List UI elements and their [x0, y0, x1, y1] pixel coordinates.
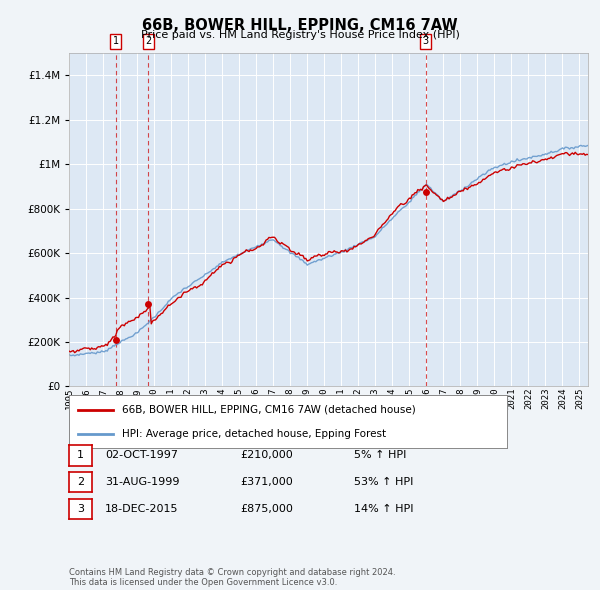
Text: 66B, BOWER HILL, EPPING, CM16 7AW: 66B, BOWER HILL, EPPING, CM16 7AW	[142, 18, 458, 32]
Text: 1: 1	[77, 451, 84, 460]
Point	[421, 187, 430, 196]
Point	[143, 299, 153, 309]
Text: 18-DEC-2015: 18-DEC-2015	[105, 504, 179, 513]
Text: 2: 2	[77, 477, 84, 487]
Text: This data is licensed under the Open Government Licence v3.0.: This data is licensed under the Open Gov…	[69, 578, 337, 587]
Text: 3: 3	[77, 504, 84, 513]
Text: 02-OCT-1997: 02-OCT-1997	[105, 451, 178, 460]
Text: 14% ↑ HPI: 14% ↑ HPI	[354, 504, 413, 513]
Text: 2: 2	[145, 37, 152, 47]
Text: £371,000: £371,000	[240, 477, 293, 487]
Point	[111, 335, 121, 345]
Text: 53% ↑ HPI: 53% ↑ HPI	[354, 477, 413, 487]
Text: Contains HM Land Registry data © Crown copyright and database right 2024.: Contains HM Land Registry data © Crown c…	[69, 568, 395, 577]
Text: 31-AUG-1999: 31-AUG-1999	[105, 477, 179, 487]
Text: HPI: Average price, detached house, Epping Forest: HPI: Average price, detached house, Eppi…	[122, 429, 386, 439]
Text: 5% ↑ HPI: 5% ↑ HPI	[354, 451, 406, 460]
Text: Price paid vs. HM Land Registry's House Price Index (HPI): Price paid vs. HM Land Registry's House …	[140, 30, 460, 40]
Text: 66B, BOWER HILL, EPPING, CM16 7AW (detached house): 66B, BOWER HILL, EPPING, CM16 7AW (detac…	[122, 405, 415, 415]
Text: £875,000: £875,000	[240, 504, 293, 513]
Text: 1: 1	[113, 37, 119, 47]
Text: £210,000: £210,000	[240, 451, 293, 460]
Text: 3: 3	[422, 37, 429, 47]
